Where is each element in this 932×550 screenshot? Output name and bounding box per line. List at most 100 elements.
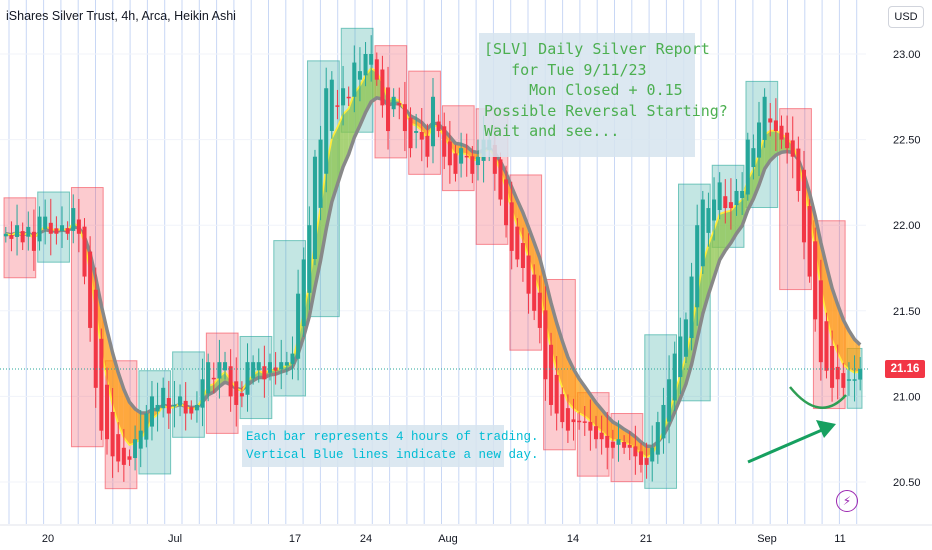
candle-body [341,88,346,106]
price-tick-label: 20.50 [893,477,921,489]
candle-body [284,362,289,366]
candle-body [818,280,823,363]
candle-body [37,216,42,242]
candle-body [133,439,138,459]
candle-body [189,407,194,414]
candle-body [104,384,110,440]
candle-body [178,396,183,406]
ma-ribbon-segment [343,108,349,167]
ma-ribbon-segment [567,357,574,409]
candle-body [582,421,587,423]
candle-body [740,190,745,199]
candle-body [374,59,379,80]
candle-body [312,156,317,260]
candle-body [138,430,143,449]
candle-body [335,105,340,107]
candle-body [537,292,542,328]
ma-ribbon-segment [320,167,327,261]
currency-selector[interactable]: USD [888,6,924,28]
candle-body [48,222,53,234]
candle-body [728,202,733,209]
candle-body [155,404,160,412]
ma-ribbon-segment [770,130,776,161]
candle-body [363,54,368,76]
candle-body [121,447,126,465]
candle-body [239,393,244,397]
candle-body [633,446,638,457]
candle-body [116,434,121,462]
candle-body [549,344,554,405]
candle-body [166,398,171,414]
candle-body [391,96,396,110]
candle-body [245,362,250,395]
candle-body [509,202,514,251]
candle-body [82,226,87,277]
lightning-bolt-icon[interactable]: ⚡ [836,490,858,512]
candle-body [296,293,301,359]
candle-body [228,366,233,397]
candle-body [813,241,818,320]
candle-body [172,404,177,407]
candle-body [251,362,256,379]
candle-body [386,87,391,132]
candle-body [380,69,385,106]
candle-body [144,413,149,440]
candle-body [464,155,469,158]
candle-body [470,156,475,174]
daily-range-box [3,197,37,279]
candle-body [65,228,70,234]
daily-report-annotation[interactable]: [SLV] Daily Silver Report for Tue 9/11/2… [479,33,728,157]
note-line-2: Vertical Blue lines indicate a new day. [246,448,539,462]
candle-body [54,228,59,234]
candle-body [492,144,497,174]
time-axis: 20 Jul 17 24 Aug 14 21 Sep 11 [42,533,846,545]
candle-body [560,394,565,423]
ma-ribbon-segment [843,319,849,370]
candle-body [234,381,239,405]
candle-body [93,289,98,388]
ma-ribbon-segment [309,241,315,317]
candle-body [110,411,115,457]
ma-ribbon-segment [815,216,821,289]
candle-body [762,96,767,141]
ma-ribbon-segment [612,422,619,441]
candle-body [408,117,413,149]
time-tick-label: 17 [289,533,301,545]
bar-explanation-note[interactable]: Each bar represents 4 hours of trading. … [242,425,539,467]
candle-body [756,122,762,158]
candle-body [194,404,199,411]
candle-body [262,366,267,380]
candle-body [526,255,531,294]
ma-ribbon-segment [573,369,580,414]
time-tick-label: 14 [567,533,579,545]
candle-body [99,338,104,431]
candle-body [183,400,188,414]
ma-ribbon-segment [848,330,855,373]
candle-body [459,148,464,164]
candle-body [824,321,829,371]
candle-body [543,310,548,380]
candle-body [217,362,222,379]
candle-body [785,132,790,149]
candle-body [43,216,48,229]
ma-ribbon-segment [579,378,585,417]
candle-body [717,182,722,211]
daily-range-box [172,351,205,438]
candle-body [667,379,672,422]
ma-ribbon-segment [674,374,681,413]
candle-body [447,141,452,166]
candle-body [644,458,649,465]
candle-body [76,219,81,234]
candle-body [520,243,525,268]
ma-ribbon-segment [854,339,861,373]
candle-body [329,79,334,131]
time-tick-label: 21 [640,533,652,545]
ma-ribbon-segment [725,210,731,251]
candle-body [515,226,520,260]
ma-ribbon-segment [764,130,771,169]
ma-ribbon-segment [129,402,136,446]
candle-body [430,96,436,147]
time-tick-label: 20 [42,533,54,545]
